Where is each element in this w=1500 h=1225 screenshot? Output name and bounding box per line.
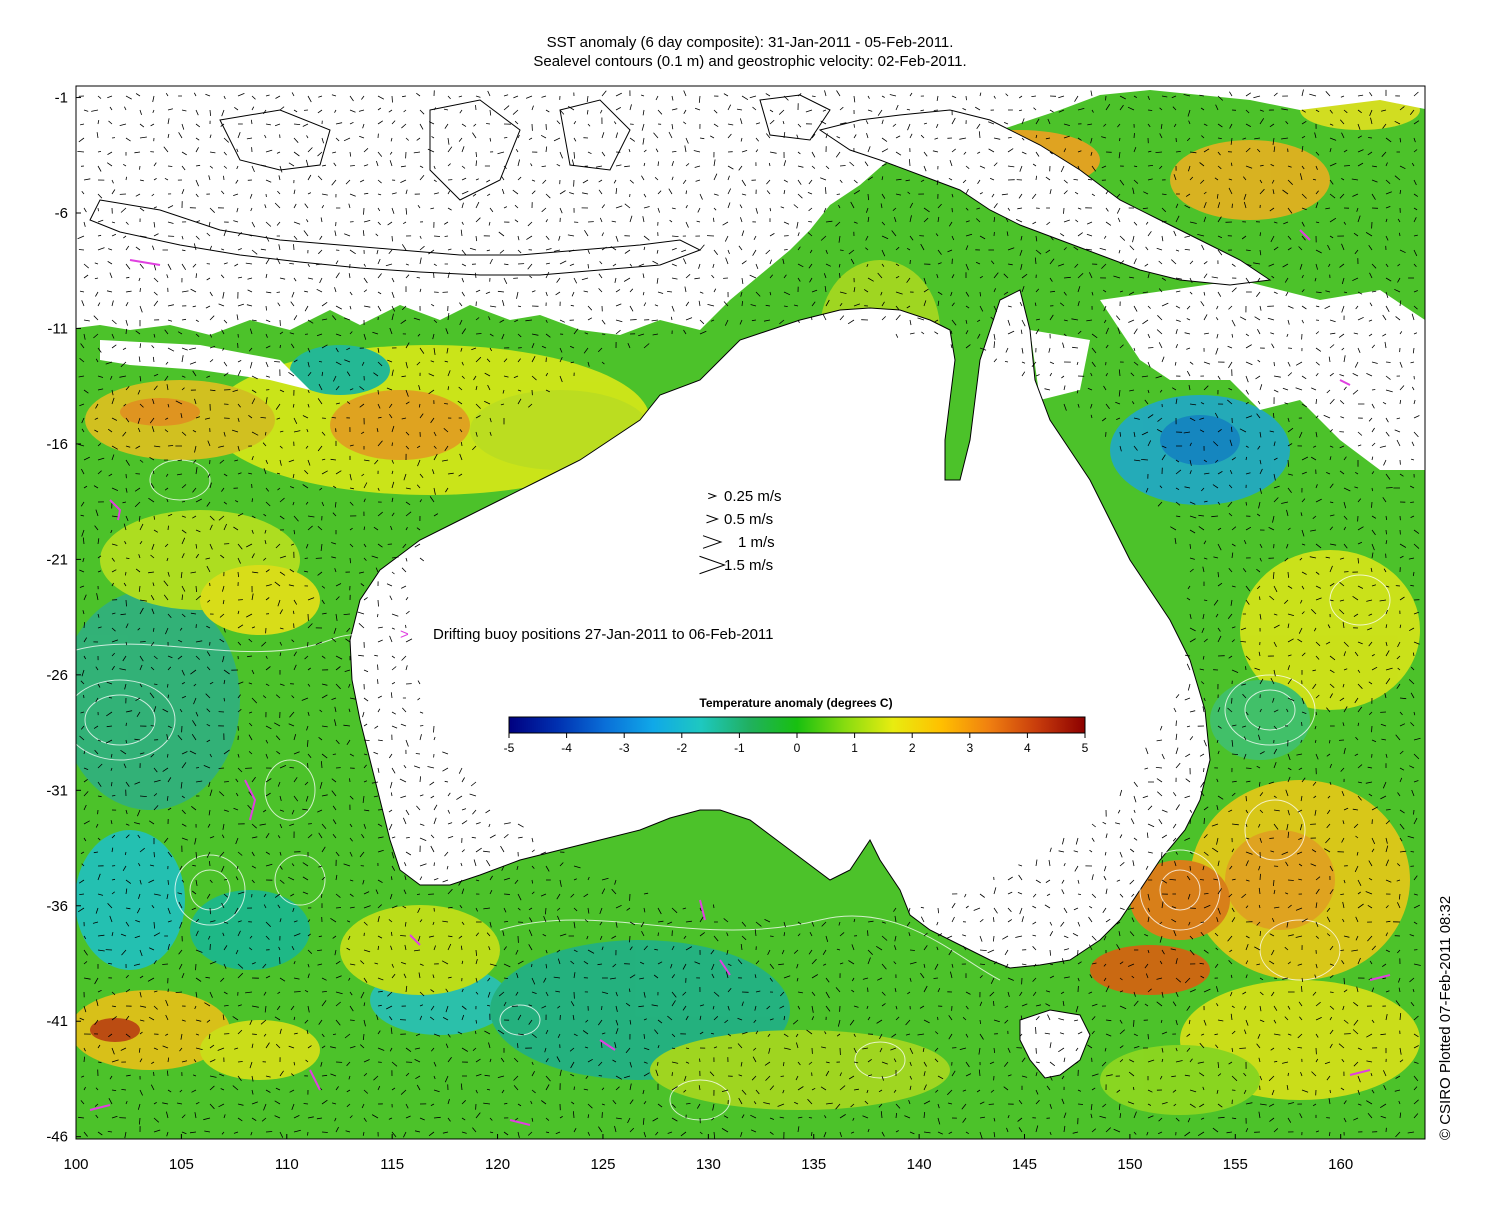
indonesia-islands: [89, 199, 702, 276]
colorbar-tick-label: 2: [909, 741, 916, 755]
velocity-key-arrow: [702, 535, 723, 549]
x-tick-label: 155: [1223, 1156, 1248, 1173]
velocity-key-item: 1.5 m/s: [699, 555, 773, 575]
velocity-key-item: 0.25 m/s: [708, 488, 782, 505]
map-title-line-1: SST anomaly (6 day composite): 31-Jan-20…: [546, 34, 954, 51]
x-tick-label: 160: [1328, 1156, 1353, 1173]
x-axis: 100 105 110 115 120 125 130 135 140 145 150 155 160: [63, 1134, 1353, 1173]
colorbar-tick-label: 0: [794, 741, 801, 755]
y-tick-label: -26: [46, 667, 68, 684]
y-tick-label: -1: [55, 90, 68, 107]
copyright-note: © CSIRO Plotted 07-Feb-2011 08:32: [1437, 895, 1454, 1140]
colorbar-tick-label: 1: [851, 741, 858, 755]
australia-landmass: [349, 289, 1211, 969]
colorbar-tick-label: -5: [504, 741, 515, 755]
colorbar-ticks: -5 -4 -3 -2 -1 0 1 2 3 4 5: [504, 733, 1089, 755]
x-tick-label: 125: [590, 1156, 615, 1173]
colorbar-tick-label: -1: [734, 741, 745, 755]
y-tick-label: -31: [46, 782, 68, 799]
colorbar-tick-label: -3: [619, 741, 630, 755]
y-axis: -1 -6 -11 -16 -21 -26 -31 -36 -41 -46: [46, 90, 81, 1146]
x-tick-label: 145: [1012, 1156, 1037, 1173]
buoy-legend: > Drifting buoy positions 27-Jan-2011 to…: [400, 626, 773, 643]
geostrophic-velocity-arrows: [77, 89, 1421, 1139]
y-tick-label: -16: [46, 436, 68, 453]
colorbar-tick-label: 4: [1024, 741, 1031, 755]
x-tick-label: 110: [275, 1156, 299, 1173]
velocity-key-label: 1.5 m/s: [724, 557, 773, 574]
velocity-key-item: 1 m/s: [702, 534, 775, 551]
x-tick-label: 105: [169, 1156, 194, 1173]
velocity-key: 0.25 m/s 0.5 m/s 1 m/s 1.5 m/s: [699, 488, 782, 575]
land-masses: [89, 94, 1272, 1079]
velocity-key-arrow: [699, 555, 727, 575]
map-title-line-2: Sealevel contours (0.1 m) and geostrophi…: [533, 53, 967, 70]
drifting-buoy-tracks: [89, 229, 1391, 1126]
x-tick-label: 120: [485, 1156, 510, 1173]
new-guinea-landmass: [818, 109, 1272, 286]
x-tick-label: 130: [696, 1156, 721, 1173]
y-tick-label: -6: [55, 205, 68, 222]
buoy-legend-label: Drifting buoy positions 27-Jan-2011 to 0…: [433, 626, 773, 643]
velocity-key-arrow: [708, 492, 718, 500]
x-tick-label: 140: [907, 1156, 932, 1173]
x-tick-label: 115: [380, 1156, 404, 1173]
colorbar-tick-label: 5: [1082, 741, 1089, 755]
y-tick-label: -11: [47, 320, 68, 337]
colorbar-ramp: [508, 716, 1086, 734]
colorbar-title: Temperature anomaly (degrees C): [699, 696, 892, 710]
colorbar-tick-label: -2: [676, 741, 687, 755]
sst-anomaly-patches: [76, 90, 1420, 1115]
velocity-key-label: 0.25 m/s: [724, 488, 782, 505]
tasmania-landmass: [1019, 1009, 1091, 1079]
x-tick-label: 100: [63, 1156, 88, 1173]
velocity-arrow-field: [77, 89, 1421, 1139]
velocity-key-arrow: [706, 514, 720, 524]
colorbar: Temperature anomaly (degrees C) -5 -4 -3 -2…: [504, 696, 1089, 755]
colorbar-tick-label: -4: [561, 741, 572, 755]
velocity-key-item: 0.5 m/s: [706, 511, 773, 528]
velocity-key-label: 0.5 m/s: [724, 511, 773, 528]
y-tick-label: -41: [46, 1013, 68, 1030]
y-tick-label: -46: [46, 1129, 68, 1146]
y-tick-label: -21: [46, 551, 68, 568]
x-tick-label: 135: [801, 1156, 826, 1173]
buoy-legend-symbol: >: [400, 626, 409, 643]
y-tick-label: -36: [46, 898, 68, 915]
colorbar-tick-label: 3: [966, 741, 973, 755]
velocity-key-label: 1 m/s: [738, 534, 775, 551]
x-tick-label: 150: [1117, 1156, 1142, 1173]
plot-frame: [75, 85, 1426, 1140]
